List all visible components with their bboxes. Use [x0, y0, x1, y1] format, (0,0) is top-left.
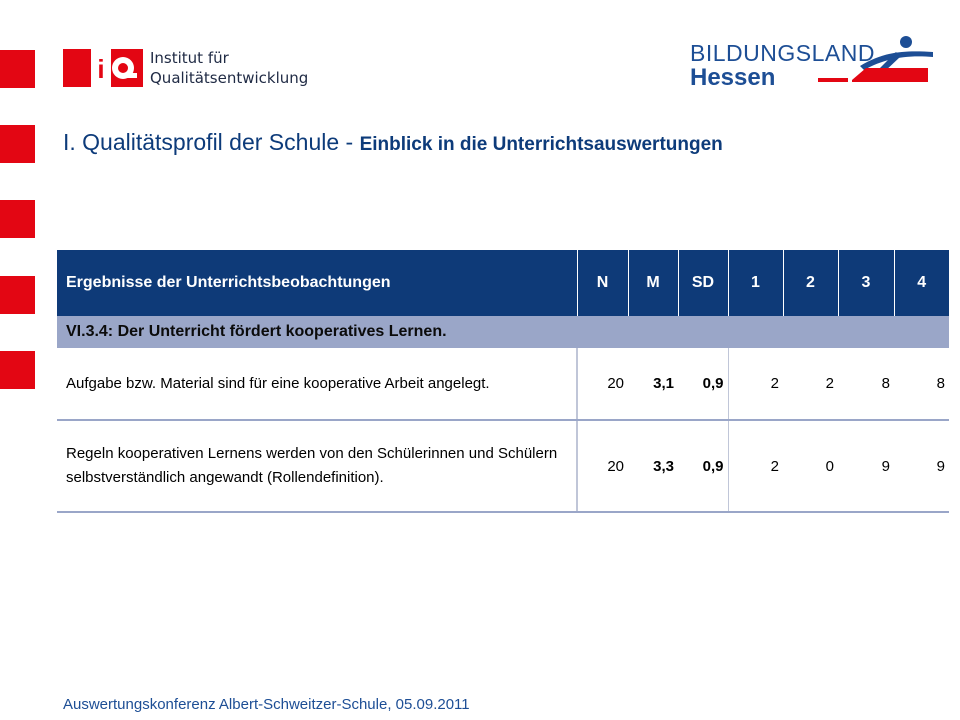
header-cell-2: 2 [783, 250, 839, 316]
header-cell-1: 1 [728, 250, 784, 316]
row-description: Regeln kooperativen Lernens werden von d… [57, 420, 578, 513]
iq-logo-mark: i [63, 49, 143, 87]
iq-logo: i Institut für Qualitätsentwicklung [63, 47, 308, 91]
side-marker-3 [0, 200, 35, 238]
side-marker-4 [0, 276, 35, 314]
table-section-row: VI.3.4: Der Unterricht fördert kooperati… [57, 316, 949, 348]
cell-3: 9 [838, 420, 894, 513]
cell-1: 2 [728, 420, 783, 513]
cell-n: 20 [577, 420, 628, 513]
cell-sd: 0,9 [678, 348, 729, 421]
hessen-logo-line2: Hessen [690, 64, 776, 91]
cell-m: 3,3 [628, 420, 678, 513]
cell-4: 8 [894, 348, 949, 421]
iq-logo-line2: Qualitätsentwicklung [150, 69, 309, 87]
side-marker-5 [0, 351, 35, 389]
cell-3: 8 [838, 348, 894, 421]
cell-2: 0 [783, 420, 838, 513]
row-description: Aufgabe bzw. Material sind für eine koop… [57, 348, 578, 421]
runner-icon [818, 36, 933, 82]
page-title-sub: Einblick in die Unterrichtsauswertungen [359, 134, 723, 155]
iq-logo-line1: Institut für [150, 49, 229, 67]
side-marker-2 [0, 125, 35, 163]
cell-1: 2 [728, 348, 783, 421]
header-cell-n: N [577, 250, 629, 316]
table-row: Aufgabe bzw. Material sind für eine koop… [57, 348, 949, 421]
cell-4: 9 [894, 420, 949, 513]
page-title: I. Qualitätsprofil der Schule - Einblick… [63, 129, 723, 156]
side-marker-1 [0, 50, 35, 88]
cell-n: 20 [577, 348, 628, 421]
cell-m: 3,1 [628, 348, 678, 421]
cell-sd: 0,9 [678, 420, 729, 513]
table-header-row: Ergebnisse der Unterrichtsbeobachtungen … [57, 250, 949, 316]
cell-2: 2 [783, 348, 838, 421]
section-title: VI.3.4: Der Unterricht fördert kooperati… [57, 316, 949, 348]
header-cell-sd: SD [678, 250, 729, 316]
svg-text:i: i [97, 54, 104, 84]
header-cell-title: Ergebnisse der Unterrichtsbeobachtungen [57, 250, 578, 316]
footer-text: Auswertungskonferenz Albert-Schweitzer-S… [63, 696, 470, 713]
header-cell-m: M [628, 250, 679, 316]
hessen-logo-line1: BILDUNGSLAND [690, 40, 875, 66]
header-cell-4: 4 [894, 250, 949, 316]
page-title-main: I. Qualitätsprofil der Schule - [63, 129, 360, 155]
bildungsland-hessen-logo: BILDUNGSLAND Hessen [690, 30, 940, 92]
results-table: Ergebnisse der Unterrichtsbeobachtungen … [57, 250, 949, 513]
table-row: Regeln kooperativen Lernens werden von d… [57, 420, 949, 513]
header-cell-3: 3 [838, 250, 895, 316]
